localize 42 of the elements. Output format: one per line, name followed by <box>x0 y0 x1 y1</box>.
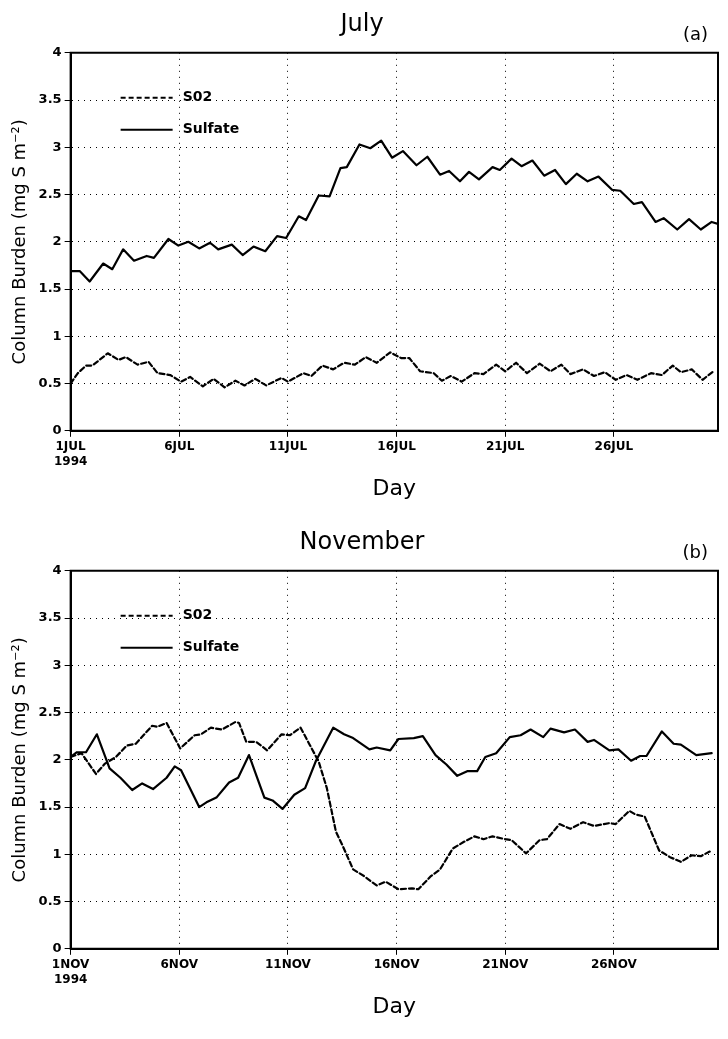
y-tick-label: 3.5 <box>38 91 62 107</box>
y-tick-label: 2 <box>52 233 62 249</box>
y-tick-label: 4 <box>52 562 62 578</box>
x-tick-label: 21JUL <box>485 439 525 454</box>
y-axis-title: Column Burden (mg S m⁻²) <box>8 637 30 883</box>
y-tick-label: 0.5 <box>38 892 62 908</box>
y-tick-label: 1 <box>52 845 62 861</box>
chart-title: July <box>338 8 384 37</box>
x-tick-label: 11JUL <box>268 439 308 454</box>
x-tick-label: 6JUL <box>164 439 195 454</box>
x-tick-label: 26JUL <box>594 439 634 454</box>
x-axis-title: Day <box>372 474 417 500</box>
legend-label: Sulfate <box>182 638 240 655</box>
legend-label: S02 <box>182 88 213 105</box>
y-tick-label: 1.5 <box>38 280 62 296</box>
x-tick-label: 26NOV <box>590 957 638 972</box>
x-tick-label: 1JUL 1994 <box>53 439 88 468</box>
y-tick-label: 2 <box>52 751 62 767</box>
x-tick-label: 16NOV <box>373 957 421 972</box>
x-axis-title: Day <box>372 992 417 1018</box>
y-tick-label: 3.5 <box>38 609 62 625</box>
x-tick-label: 11NOV <box>264 957 312 972</box>
y-tick-label: 2.5 <box>38 703 62 719</box>
y-tick-label: 0.5 <box>38 374 62 390</box>
y-tick-label: 3 <box>52 656 62 672</box>
y-tick-label: 2.5 <box>38 185 62 201</box>
y-tick-label: 1.5 <box>38 798 62 814</box>
y-tick-label: 0 <box>52 422 62 438</box>
x-tick-label: 1NOV 1994 <box>51 957 91 986</box>
y-tick-label: 4 <box>52 44 62 60</box>
legend-label: S02 <box>182 606 213 623</box>
legend-label: Sulfate <box>182 120 240 137</box>
x-tick-label: 6NOV <box>160 957 199 972</box>
y-axis-title: Column Burden (mg S m⁻²) <box>8 119 30 365</box>
text: (a) <box>682 23 708 45</box>
y-tick-label: 0 <box>52 940 62 956</box>
chart-title: November <box>299 526 425 555</box>
x-tick-label: 16JUL <box>377 439 417 454</box>
x-tick-label: 21NOV <box>482 957 529 972</box>
y-tick-label: 1 <box>52 327 62 343</box>
y-tick-label: 3 <box>52 138 62 154</box>
text: (b) <box>682 541 708 563</box>
